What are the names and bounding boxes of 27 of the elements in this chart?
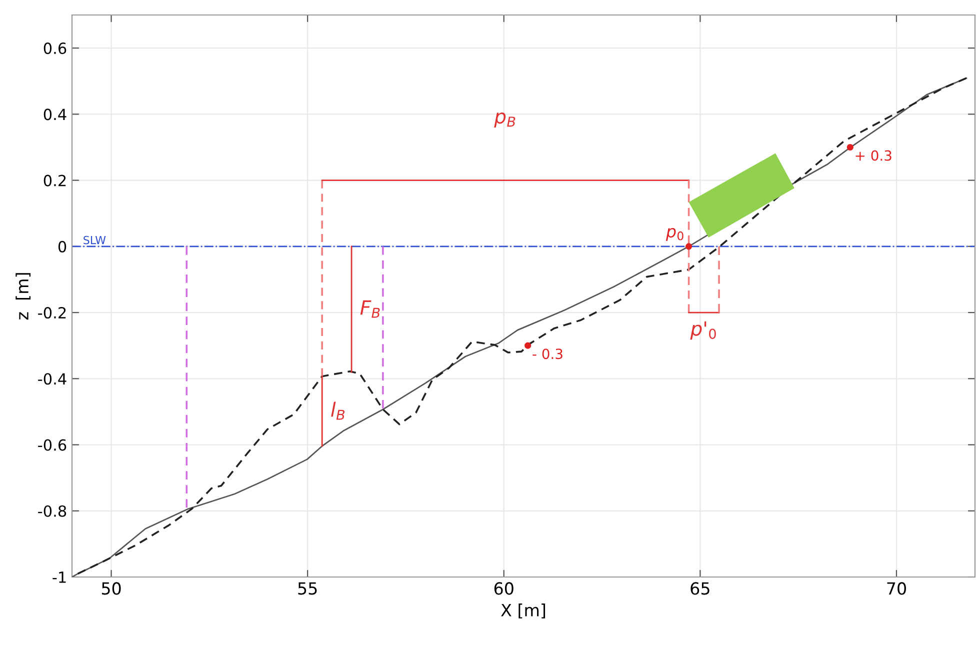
point xyxy=(685,243,692,250)
data-label: - 0.3 xyxy=(532,348,562,360)
data-label: p$_{0}$ xyxy=(666,228,684,241)
y-tick-label: -0.2 xyxy=(38,306,66,319)
data-label: + 0.3 xyxy=(856,150,892,161)
y-axis-title: z [m] xyxy=(16,273,31,320)
y-tick-label: 0.2 xyxy=(44,174,66,186)
text: p$_{B}$ xyxy=(494,112,516,128)
ref-line-label: SLW xyxy=(84,236,106,244)
y-tick-label: -1 xyxy=(52,572,66,583)
y-tick-label: 0 xyxy=(58,240,66,252)
y-tick-label: -0.4 xyxy=(38,373,66,385)
series-label: p'$_{0}$ xyxy=(690,321,716,340)
x-tick-label: 70 xyxy=(887,582,906,595)
x-tick-label: 55 xyxy=(298,582,317,595)
point xyxy=(846,144,854,151)
series-label: l$_{B}$ xyxy=(331,402,345,420)
x-tick-label: 50 xyxy=(102,582,121,595)
y-tick-label: 0.6 xyxy=(44,42,66,54)
x-tick-label: 65 xyxy=(690,582,710,595)
x-axis-title: X [m] xyxy=(501,604,546,618)
series-label: F$_{B}$ xyxy=(360,300,380,318)
point xyxy=(524,342,532,349)
y-tick-label: -0.6 xyxy=(38,439,66,451)
y-tick-label: 0.4 xyxy=(44,108,66,120)
y-tick-label: -0.8 xyxy=(38,505,66,517)
x-tick-label: 60 xyxy=(494,582,514,595)
